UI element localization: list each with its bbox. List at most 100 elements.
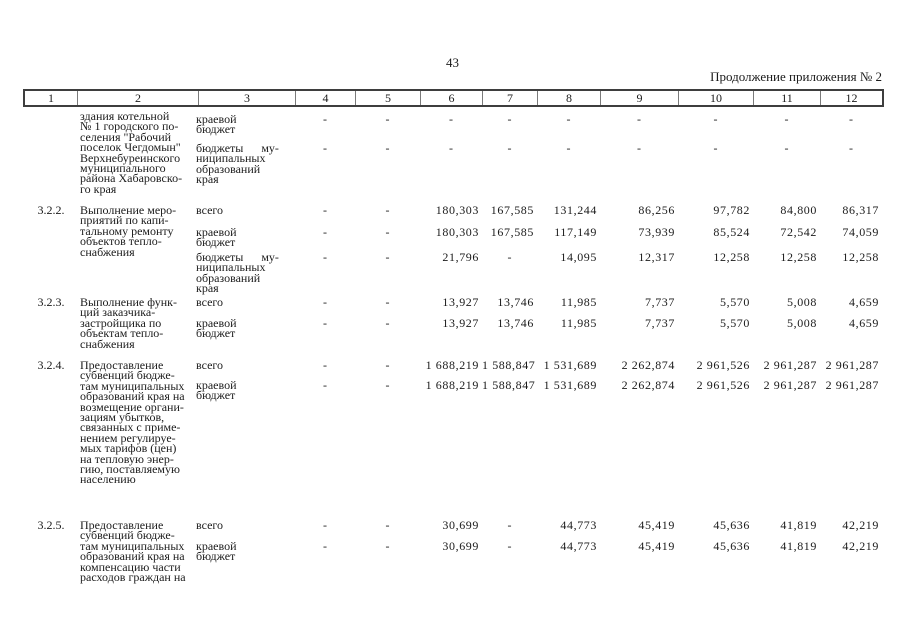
value-cell: 2 961,287 (763, 358, 817, 372)
dash-cell: - (507, 141, 512, 155)
table-body: здания котельной № 1 городского по- селе… (25, 0, 883, 640)
value-cell: 45,419 (638, 518, 675, 532)
value-cell: 4,659 (849, 316, 879, 330)
value-cell: 7,737 (645, 316, 675, 330)
dash-cell: - (385, 295, 390, 309)
column-header-cell: 4 (295, 91, 355, 105)
value-cell: 1 688,219 (425, 358, 479, 372)
column-header-row: 1 2 3 4 5 6 7 8 9 10 11 12 (23, 89, 884, 107)
column-header-cell: 8 (537, 91, 600, 105)
value-cell: 2 262,874 (621, 358, 675, 372)
budget-level-label: краевой бюджет (196, 225, 237, 250)
dash-cell: - (713, 141, 718, 155)
value-cell: 13,746 (497, 295, 534, 309)
dash-cell: - (323, 316, 327, 330)
dash-cell: - (507, 539, 512, 553)
value-cell: 180,303 (435, 203, 479, 217)
dash-cell: - (323, 518, 327, 532)
dash-cell: - (507, 518, 512, 532)
value-cell: 45,419 (638, 539, 675, 553)
dash-cell: - (323, 539, 327, 553)
value-cell: 74,059 (842, 225, 879, 239)
value-cell: 41,819 (780, 518, 817, 532)
dash-cell: - (385, 378, 390, 392)
value-cell: 13,927 (442, 316, 479, 330)
budget-level-label: краевой бюджет (196, 378, 237, 403)
value-cell: 5,570 (720, 316, 750, 330)
value-cell: 2 961,287 (825, 378, 879, 392)
dash-cell: - (637, 141, 641, 155)
value-cell: 30,699 (442, 539, 479, 553)
value-cell: 12,258 (713, 250, 750, 264)
budget-level-label: бюджеты му- ниципальных образований края (196, 141, 279, 187)
value-cell: 2 961,287 (763, 378, 817, 392)
value-cell: 2 961,287 (825, 358, 879, 372)
value-cell: 180,303 (435, 225, 479, 239)
value-cell: 44,773 (560, 518, 597, 532)
value-cell: 97,782 (713, 203, 750, 217)
value-cell: 4,659 (849, 295, 879, 309)
value-cell: 86,256 (638, 203, 675, 217)
value-cell: 30,699 (442, 518, 479, 532)
value-cell: 1 531,689 (543, 358, 597, 372)
value-cell: 12,258 (780, 250, 817, 264)
dash-cell: - (385, 518, 390, 532)
value-cell: 85,524 (713, 225, 750, 239)
budget-level-label: всего (196, 358, 224, 372)
dash-cell: - (323, 378, 327, 392)
column-header-cell: 12 (820, 91, 882, 105)
dash-cell: - (784, 112, 789, 126)
value-cell: 11,985 (560, 316, 597, 330)
value-cell: 5,570 (720, 295, 750, 309)
value-cell: 44,773 (560, 539, 597, 553)
row-number: 3.2.5. (37, 518, 65, 532)
column-header-cell: 6 (420, 91, 482, 105)
dash-cell: - (385, 250, 390, 264)
dash-cell: - (385, 203, 390, 217)
value-cell: 167,585 (490, 203, 534, 217)
row-number: 3.2.2. (37, 203, 65, 217)
dash-cell: - (323, 112, 327, 126)
value-cell: 13,927 (442, 295, 479, 309)
value-cell: 45,636 (713, 539, 750, 553)
value-cell: 11,985 (560, 295, 597, 309)
value-cell: 167,585 (490, 225, 534, 239)
dash-cell: - (507, 250, 512, 264)
row-description: Предоставление субвенций бюдже- там муни… (80, 358, 185, 487)
dash-cell: - (323, 203, 327, 217)
budget-level-label: краевой бюджет (196, 316, 237, 341)
budget-level-label: всего (196, 295, 224, 309)
value-cell: 45,636 (713, 518, 750, 532)
value-cell: 73,939 (638, 225, 675, 239)
dash-cell: - (323, 295, 327, 309)
dash-cell: - (385, 358, 390, 372)
page-number: 43 (446, 55, 459, 70)
budget-level-label: всего (196, 518, 224, 532)
column-header-cell: 1 (48, 91, 54, 105)
budget-level-label: краевой бюджет (196, 112, 237, 137)
dash-cell: - (849, 112, 853, 126)
value-cell: 12,258 (842, 250, 879, 264)
value-cell: 1 588,847 (482, 358, 536, 372)
value-cell: 42,219 (842, 539, 879, 553)
budget-level-label: краевой бюджет (196, 539, 237, 564)
dash-cell: - (385, 316, 390, 330)
dash-cell: - (713, 112, 718, 126)
column-header-cell: 5 (355, 91, 420, 105)
row-description: Выполнение функ- ций заказчика- застройщ… (80, 295, 177, 351)
dash-cell: - (385, 539, 390, 553)
value-cell: 13,746 (497, 316, 534, 330)
budget-level-label: бюджеты му- ниципальных образований края (196, 250, 279, 296)
dash-cell: - (849, 141, 853, 155)
value-cell: 42,219 (842, 518, 879, 532)
row-description: Выполнение меро- приятий по капи- тально… (80, 203, 177, 259)
column-header-cell: 10 (678, 91, 753, 105)
continuation-caption: Продолжение приложения № 2 (710, 69, 882, 84)
value-cell: 1 588,847 (482, 378, 536, 392)
dash-cell: - (323, 141, 327, 155)
value-cell: 117,149 (554, 225, 597, 239)
budget-level-label: всего (196, 203, 224, 217)
dash-cell: - (323, 225, 327, 239)
dash-cell: - (385, 225, 390, 239)
